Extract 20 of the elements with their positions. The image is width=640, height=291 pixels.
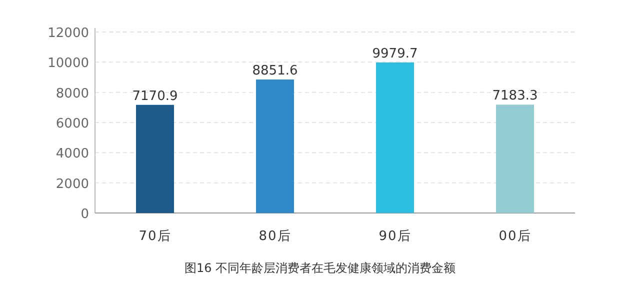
y-tick-label: 10000 (48, 56, 89, 72)
data-label: 7170.9 (132, 88, 178, 104)
text: 图16 不同年龄层消费者在毛发健康领域的消费金额 (184, 261, 456, 275)
y-tick-label: 2000 (56, 176, 89, 192)
x-tick-label: 70后 (138, 229, 172, 244)
bar (376, 62, 414, 213)
bar (256, 79, 294, 213)
data-label: 7183.3 (492, 88, 538, 104)
y-tick-label: 4000 (56, 146, 89, 162)
y-tick-label: 6000 (56, 116, 89, 132)
y-tick-label: 12000 (48, 26, 89, 41)
data-label: 8851.6 (252, 63, 298, 78)
y-tick-label: 0 (80, 207, 89, 222)
bar (136, 104, 174, 213)
x-tick-label: 80后 (258, 229, 292, 244)
y-tick-label: 8000 (56, 86, 89, 102)
x-tick-label: 00后 (498, 229, 532, 244)
x-tick-label: 90后 (378, 229, 412, 244)
bar (496, 104, 534, 213)
data-label: 9979.7 (372, 46, 418, 62)
